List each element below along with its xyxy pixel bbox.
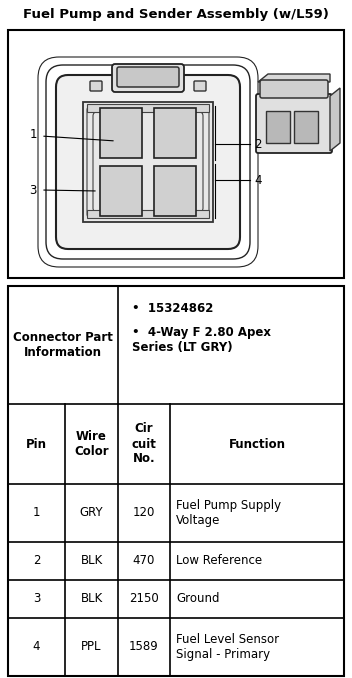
Bar xyxy=(87,104,209,112)
Bar xyxy=(83,102,213,222)
Bar xyxy=(100,108,142,158)
Bar xyxy=(87,210,209,218)
Text: •  4-Way F 2.80 Apex
Series (LT GRY): • 4-Way F 2.80 Apex Series (LT GRY) xyxy=(132,326,271,354)
Bar xyxy=(154,108,196,158)
FancyBboxPatch shape xyxy=(194,81,206,91)
Text: Cir
cuit
No.: Cir cuit No. xyxy=(132,422,156,466)
Text: Fuel Level Sensor
Signal - Primary: Fuel Level Sensor Signal - Primary xyxy=(176,633,279,661)
Text: 3: 3 xyxy=(29,184,37,197)
Text: Function: Function xyxy=(228,437,285,450)
Text: Connector Part
Information: Connector Part Information xyxy=(13,331,113,359)
Bar xyxy=(154,166,196,216)
Text: 1: 1 xyxy=(33,506,40,519)
Text: 2150: 2150 xyxy=(129,593,159,605)
Text: Pin: Pin xyxy=(26,437,47,450)
FancyBboxPatch shape xyxy=(112,64,184,92)
Bar xyxy=(8,286,344,676)
Bar xyxy=(8,30,344,278)
FancyBboxPatch shape xyxy=(56,75,240,249)
Text: 1: 1 xyxy=(29,127,37,140)
Text: 3: 3 xyxy=(33,593,40,605)
Text: PPL: PPL xyxy=(81,641,102,654)
Text: Ground: Ground xyxy=(176,593,220,605)
Text: Fuel Pump and Sender Assembly (w/L59): Fuel Pump and Sender Assembly (w/L59) xyxy=(23,8,329,21)
Bar xyxy=(100,166,142,216)
FancyBboxPatch shape xyxy=(90,81,102,91)
Text: •  15324862: • 15324862 xyxy=(132,302,213,315)
Bar xyxy=(266,111,290,143)
Text: Wire
Color: Wire Color xyxy=(74,430,109,458)
FancyBboxPatch shape xyxy=(117,67,179,87)
Text: Fuel Pump Supply
Voltage: Fuel Pump Supply Voltage xyxy=(176,499,281,527)
Text: GRY: GRY xyxy=(80,506,103,519)
Text: 120: 120 xyxy=(133,506,155,519)
FancyBboxPatch shape xyxy=(260,80,328,98)
Text: 2: 2 xyxy=(33,555,40,567)
Text: 1589: 1589 xyxy=(129,641,159,654)
Text: 4: 4 xyxy=(254,174,262,186)
Text: 470: 470 xyxy=(133,555,155,567)
Polygon shape xyxy=(330,88,340,151)
Polygon shape xyxy=(258,74,330,82)
Bar xyxy=(294,111,318,143)
Text: 4: 4 xyxy=(33,641,40,654)
FancyBboxPatch shape xyxy=(256,94,332,153)
Text: BLK: BLK xyxy=(80,555,103,567)
Text: Low Reference: Low Reference xyxy=(176,555,262,567)
Text: 2: 2 xyxy=(254,138,262,151)
Text: BLK: BLK xyxy=(80,593,103,605)
